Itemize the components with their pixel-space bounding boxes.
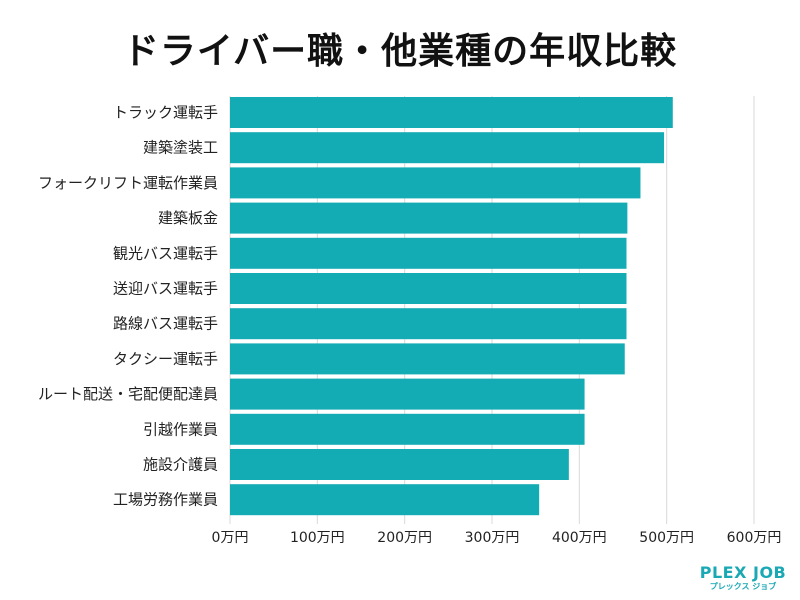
logo-sub-text: プレックス ジョブ: [709, 582, 777, 591]
category-label: フォークリフト運転作業員: [38, 174, 218, 192]
bar: [230, 132, 665, 164]
bar: [230, 343, 625, 375]
bar: [230, 273, 627, 304]
x-tick-label: 500万円: [639, 530, 694, 546]
bar: [230, 167, 641, 199]
bar: [230, 449, 569, 480]
bar: [230, 202, 628, 234]
category-label: ルート配送・宅配便配達員: [38, 385, 218, 403]
chart-title: ドライバー職・他業種の年収比較: [122, 31, 678, 72]
bars: [230, 97, 673, 516]
category-label: 工場労務作業員: [113, 491, 218, 509]
bar: [230, 484, 540, 516]
bar: [230, 308, 627, 340]
bar: [230, 97, 673, 128]
category-label: 観光バス運転手: [113, 244, 218, 262]
category-label: 建築板金: [158, 209, 218, 227]
category-label: タクシー運転手: [113, 350, 218, 368]
category-label: 引越作業員: [143, 420, 218, 438]
category-label: 施設介護員: [143, 456, 218, 474]
x-tick-label: 400万円: [552, 530, 607, 546]
category-label: 送迎バス運転手: [113, 280, 218, 298]
plex-job-logo: PLEX JOB プレックス ジョブ: [698, 564, 788, 592]
x-tick-label: 200万円: [377, 530, 432, 546]
category-label: トラック運転手: [113, 104, 218, 122]
bar: [230, 237, 627, 269]
logo-main-text: PLEX JOB: [699, 563, 787, 582]
category-label: 建築塗装工: [143, 139, 218, 157]
x-tick-label: 300万円: [465, 530, 520, 546]
category-labels: トラック運転手建築塗装工フォークリフト運転作業員建築板金観光バス運転手送迎バス運…: [38, 104, 218, 509]
x-tick-label: 100万円: [290, 530, 345, 546]
bar: [230, 413, 585, 445]
bar: [230, 378, 585, 410]
category-label: 路線バス運転手: [113, 315, 218, 333]
x-axis-tick-labels: 0万円 100万円 200万円 300万円 400万円 500万円 600万円: [212, 530, 782, 546]
x-tick-label: 600万円: [727, 530, 782, 546]
x-tick-label: 0万円: [212, 530, 249, 546]
